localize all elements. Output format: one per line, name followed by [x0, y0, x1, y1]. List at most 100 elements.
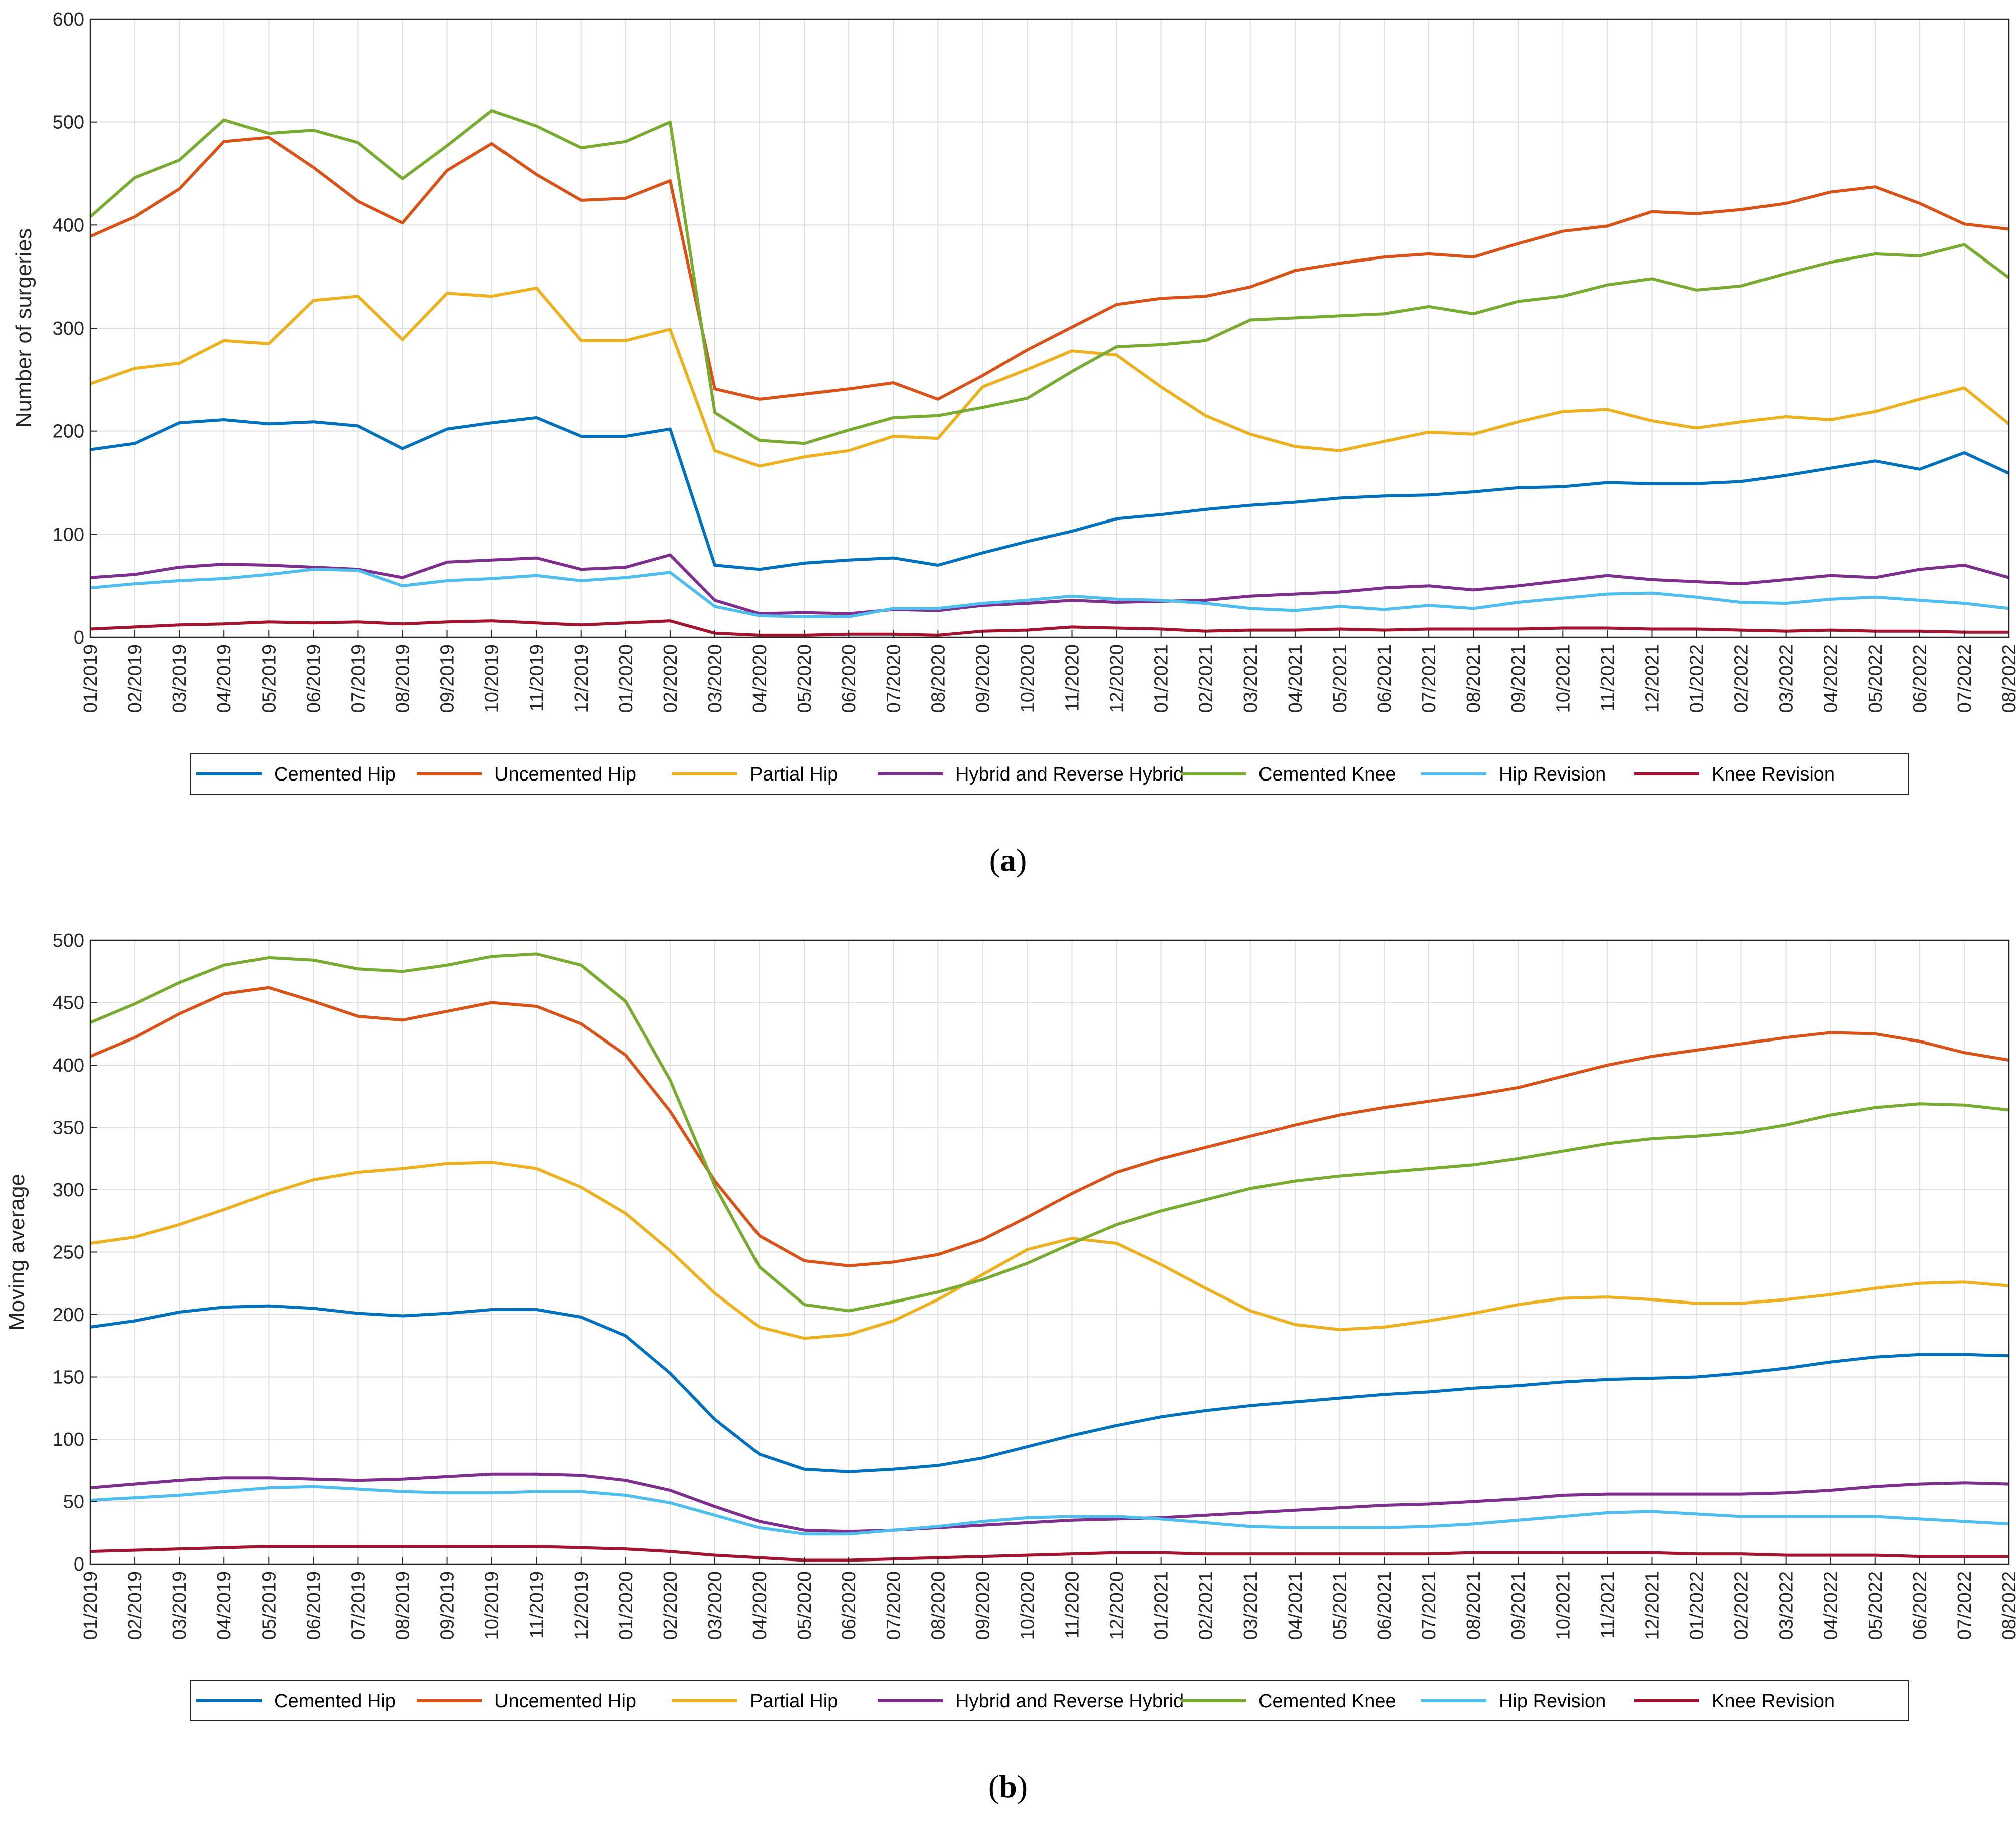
- x-tick-label: 09/2019: [437, 644, 458, 713]
- x-tick-label: 03/2019: [169, 1571, 190, 1640]
- x-tick-label: 08/2019: [392, 1571, 413, 1640]
- x-tick-label: 12/2019: [571, 1571, 592, 1640]
- legend-item: Cemented Knee: [1181, 764, 1396, 785]
- y-tick-label: 450: [53, 993, 84, 1014]
- y-tick-label: 200: [53, 421, 84, 442]
- series-line-knee-revision: [90, 619, 2009, 637]
- x-tick-label: 08/2020: [928, 1571, 949, 1640]
- x-tick-label: 12/2020: [1107, 1571, 1128, 1640]
- legend-label: Hip Revision: [1499, 764, 1606, 785]
- x-tick-label: 10/2019: [482, 644, 503, 713]
- legend-item: Uncemented Hip: [417, 1691, 636, 1712]
- x-tick-label: 06/2021: [1374, 1571, 1395, 1640]
- y-tick-label: 300: [53, 1180, 84, 1201]
- caption-a-letter: a: [1000, 842, 1016, 878]
- y-tick-label: 0: [74, 627, 84, 648]
- x-tick-label: 07/2020: [883, 1571, 904, 1640]
- x-tick-label: 09/2019: [437, 1571, 458, 1640]
- x-tick-label: 05/2021: [1330, 1571, 1351, 1640]
- y-tick-label: 500: [53, 112, 84, 133]
- x-tick-label: 06/2020: [839, 1571, 860, 1640]
- y-tick-label: 400: [53, 215, 84, 236]
- x-tick-label: 07/2019: [348, 1571, 369, 1640]
- x-tick-label: 03/2021: [1240, 1571, 1262, 1640]
- x-tick-label: 08/2019: [392, 644, 413, 713]
- y-tick-label: 600: [53, 9, 84, 30]
- x-tick-label: 05/2020: [794, 1571, 815, 1640]
- legend-item: Cemented Knee: [1181, 1691, 1396, 1712]
- x-tick-label: 03/2021: [1240, 644, 1262, 713]
- ticks: 0 50 100 150 200 250 300 350 400 450 500 01/2019 02/…: [53, 930, 2016, 1640]
- x-tick-label: 07/2022: [1954, 1571, 1975, 1640]
- x-tick-label: 04/2020: [749, 1571, 771, 1640]
- x-tick-label: 04/2022: [1821, 1571, 1842, 1640]
- x-tick-label: 01/2022: [1687, 1571, 1708, 1640]
- chart-panel-b: 0 50 100 150 200 250 300 350 400 450 500 01/2019 02/…: [0, 902, 2016, 1763]
- x-tick-label: 04/2022: [1821, 644, 1842, 713]
- y-tick-label: 250: [53, 1242, 84, 1263]
- x-tick-label: 08/2022: [1999, 644, 2016, 713]
- x-tick-label: 09/2020: [972, 644, 993, 713]
- x-tick-label: 02/2022: [1731, 1571, 1752, 1640]
- x-tick-label: 09/2021: [1508, 644, 1529, 713]
- x-tick-label: 11/2019: [527, 1571, 548, 1639]
- chart-panel-a: 0 100 200 300 400 500 600 01/2019 02/2019 03/2019…: [0, 0, 2016, 822]
- series-group: [89, 952, 2009, 1562]
- legend-label: Hybrid and Reverse Hybrid: [955, 1691, 1184, 1712]
- legend: Cemented Hip Uncemented Hip Partial Hip Hyb…: [190, 1680, 1909, 1721]
- x-tick-label: 03/2022: [1776, 1571, 1797, 1640]
- y-tick-label: 350: [53, 1118, 84, 1139]
- legend-label: Knee Revision: [1712, 1691, 1835, 1712]
- y-tick-label: 150: [53, 1367, 84, 1388]
- x-tick-label: 12/2020: [1107, 644, 1128, 713]
- series-line-cemented-knee: [89, 952, 2009, 1313]
- x-tick-label: 04/2019: [214, 644, 235, 713]
- legend-label: Cemented Knee: [1258, 1691, 1396, 1712]
- x-tick-label: 07/2022: [1954, 644, 1975, 713]
- x-tick-label: 09/2021: [1508, 1571, 1529, 1640]
- series-line-hybrid-and-reverse-hybrid: [90, 1472, 2009, 1533]
- x-tick-label: 10/2021: [1553, 644, 1574, 713]
- series-line-uncemented-hip: [89, 136, 2009, 401]
- x-tick-label: 08/2020: [928, 644, 949, 713]
- series-line-knee-revision: [90, 1545, 2009, 1562]
- x-tick-label: 05/2019: [259, 644, 280, 713]
- x-tick-label: 03/2022: [1776, 644, 1797, 713]
- legend-item: Knee Revision: [1634, 764, 1835, 785]
- y-tick-label: 200: [53, 1305, 84, 1326]
- x-tick-label: 11/2021: [1597, 1571, 1618, 1639]
- x-tick-label: 11/2020: [1062, 644, 1083, 712]
- x-tick-label: 04/2021: [1285, 644, 1306, 713]
- legend-item: Hybrid and Reverse Hybrid: [878, 1691, 1184, 1712]
- x-tick-label: 12/2019: [571, 644, 592, 713]
- legend-label: Cemented Hip: [274, 764, 396, 785]
- legend-label: Hybrid and Reverse Hybrid: [955, 764, 1184, 785]
- x-tick-label: 02/2020: [660, 644, 681, 713]
- x-tick-label: 09/2020: [972, 1571, 993, 1640]
- x-tick-label: 10/2021: [1553, 1571, 1574, 1640]
- x-tick-label: 04/2021: [1285, 1571, 1306, 1640]
- legend-item: Uncemented Hip: [417, 764, 636, 785]
- caption-b: (b): [988, 1769, 1028, 1804]
- legend-label: Uncemented Hip: [494, 764, 636, 785]
- x-tick-label: 01/2022: [1687, 644, 1708, 713]
- series-line-uncemented-hip: [89, 986, 2009, 1267]
- legend-label: Partial Hip: [750, 764, 838, 785]
- x-tick-label: 01/2019: [80, 644, 101, 713]
- x-tick-label: 01/2020: [616, 644, 637, 713]
- x-tick-label: 01/2021: [1151, 644, 1172, 713]
- x-tick-label: 04/2019: [214, 1571, 235, 1640]
- x-tick-label: 07/2021: [1419, 1571, 1440, 1640]
- x-tick-label: 02/2021: [1196, 644, 1217, 713]
- legend-item: Hip Revision: [1421, 1691, 1606, 1712]
- x-tick-label: 06/2019: [303, 644, 324, 713]
- x-tick-label: 08/2021: [1463, 1571, 1484, 1640]
- legend-item: Hybrid and Reverse Hybrid: [878, 764, 1184, 785]
- x-tick-label: 03/2019: [169, 644, 190, 713]
- x-tick-label: 08/2021: [1463, 644, 1484, 713]
- legend-label: Cemented Hip: [274, 1691, 396, 1712]
- moving-average-line-chart: 0 50 100 150 200 250 300 350 400 450 500 01/2019 02/…: [5, 930, 2016, 1721]
- legend-label: Hip Revision: [1499, 1691, 1606, 1712]
- x-tick-label: 06/2019: [303, 1571, 324, 1640]
- legend-item: Partial Hip: [672, 764, 838, 785]
